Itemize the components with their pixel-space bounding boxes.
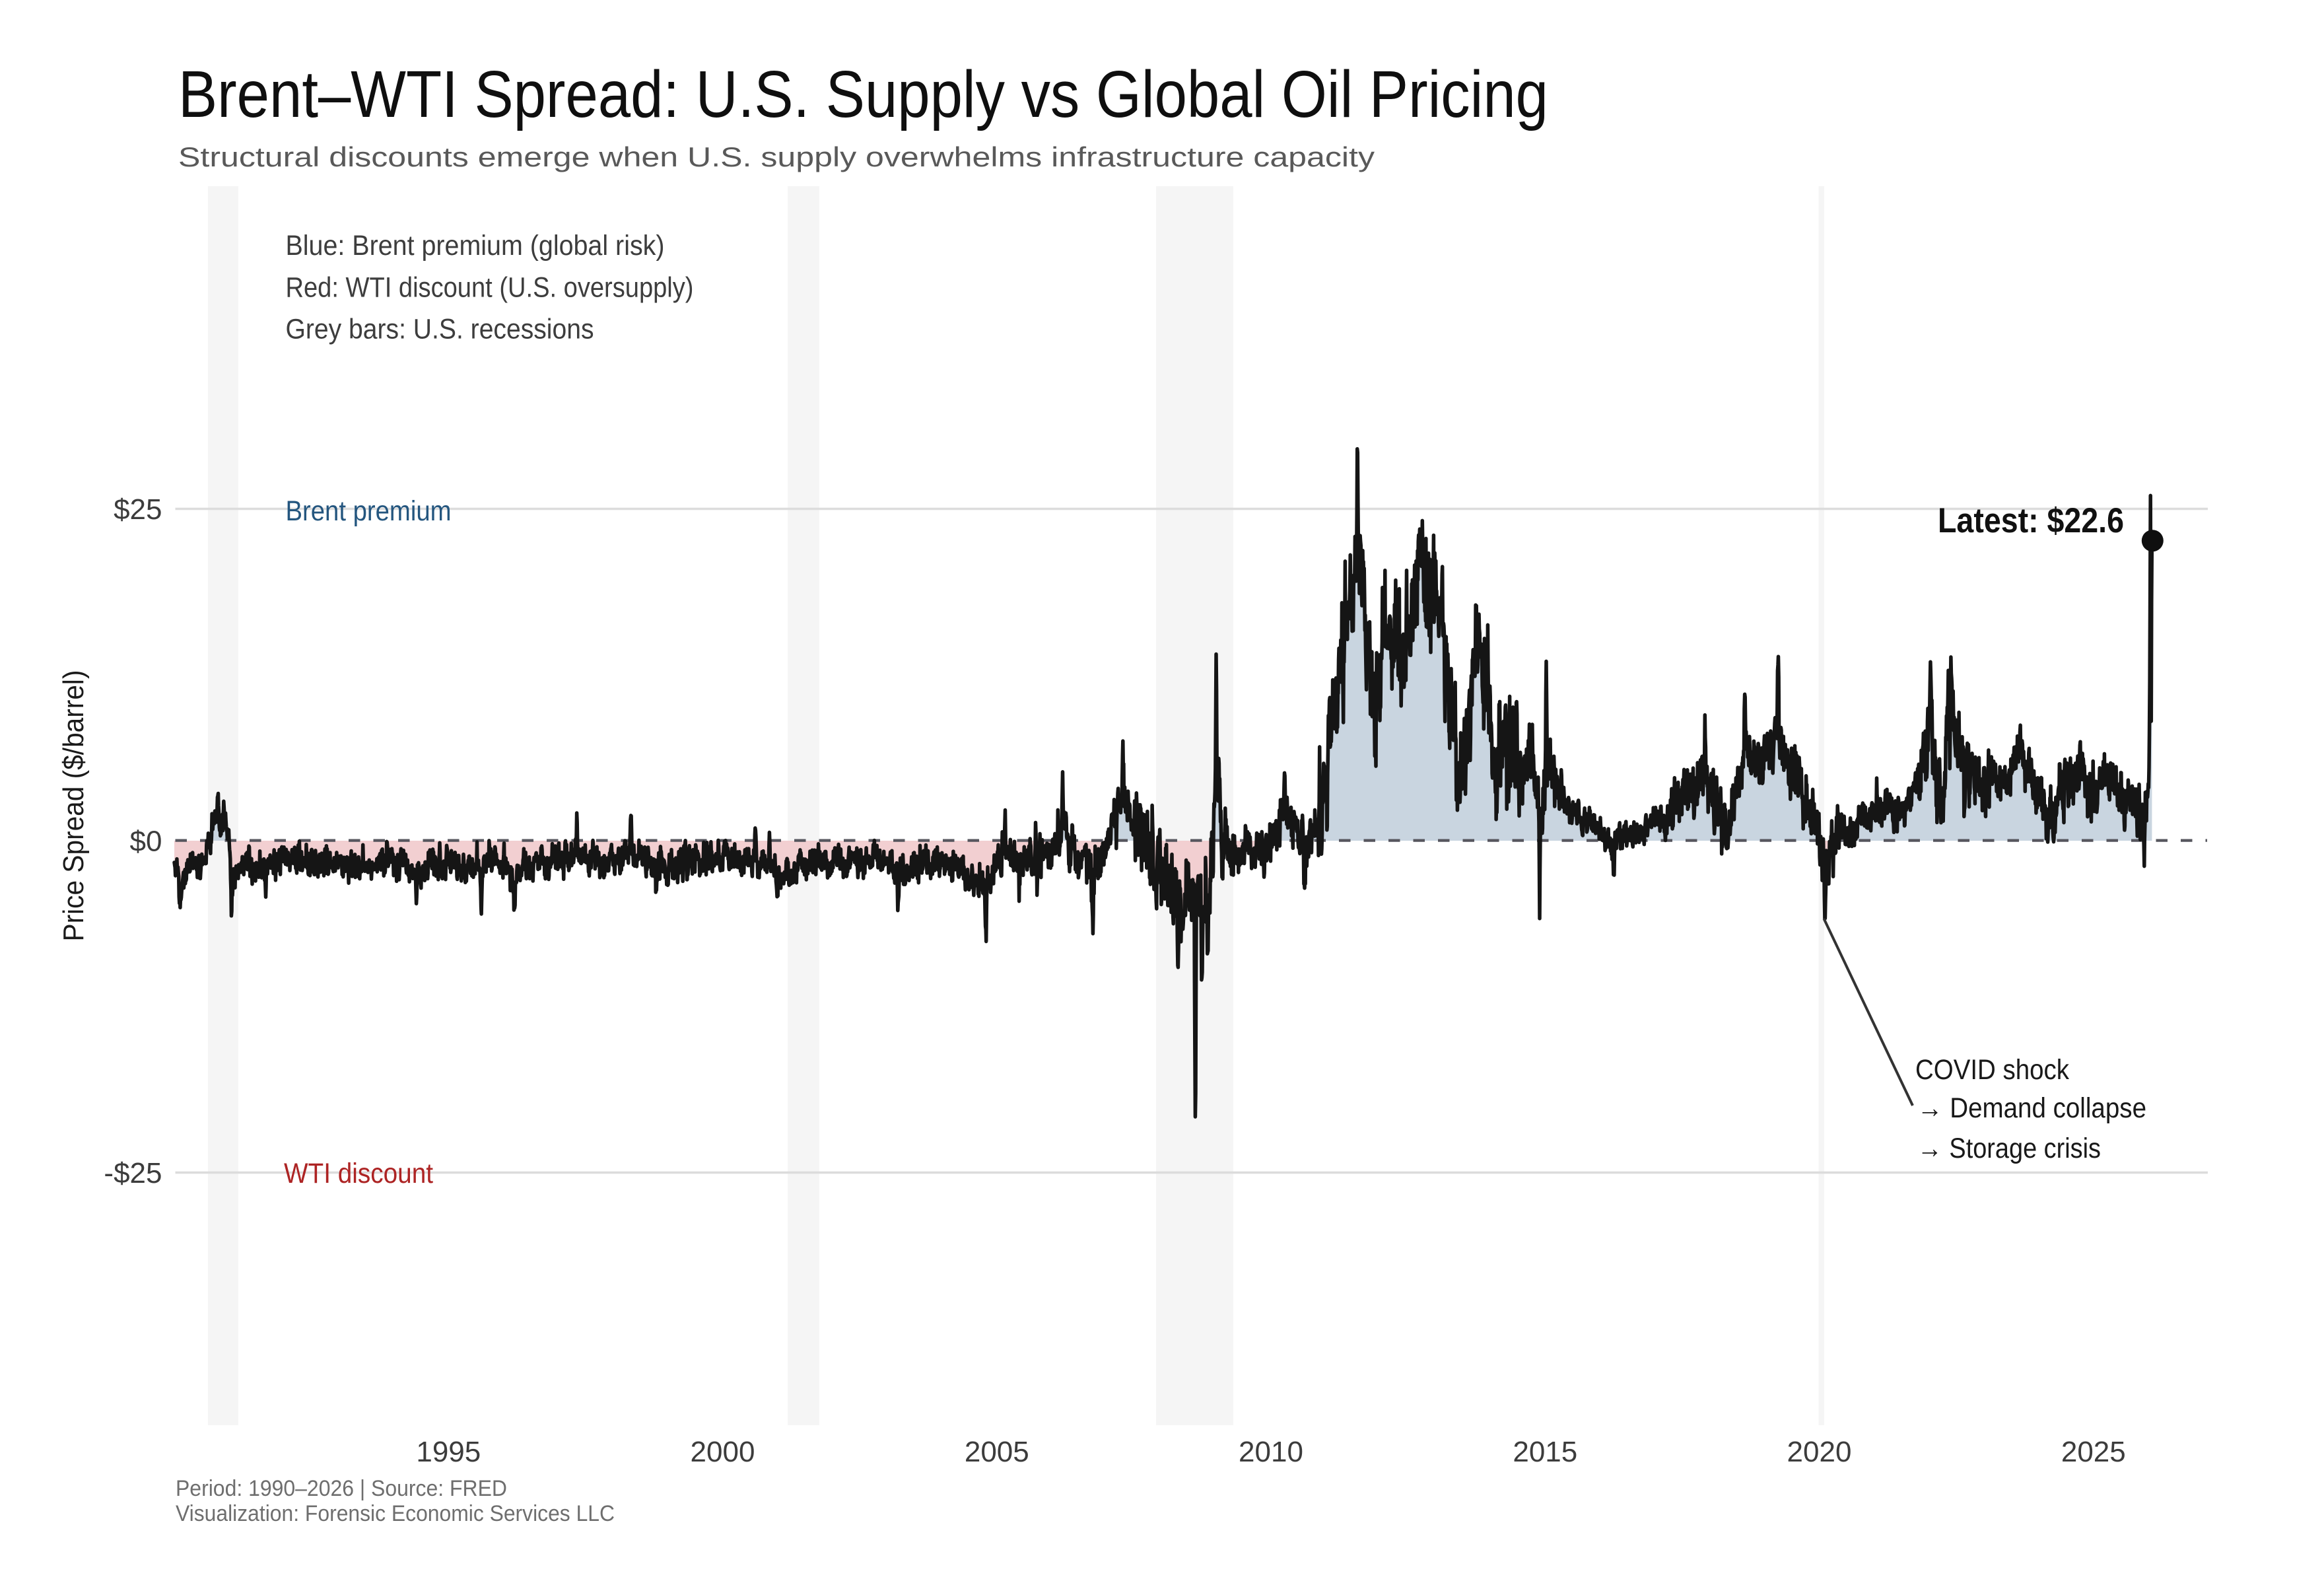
svg-text:Visualization: Forensic Econom: Visualization: Forensic Economic Service… <box>176 1501 615 1526</box>
svg-text:2020: 2020 <box>1787 1436 1852 1468</box>
svg-text:2025: 2025 <box>2061 1436 2126 1468</box>
svg-text:2005: 2005 <box>965 1436 1029 1468</box>
svg-text:Brent–WTI Spread: U.S. Supply: Brent–WTI Spread: U.S. Supply vs Global … <box>178 57 1548 131</box>
svg-text:Brent premium: Brent premium <box>286 495 452 527</box>
svg-text:COVID shock: COVID shock <box>1915 1055 2070 1086</box>
svg-text:Grey bars: U.S. recessions: Grey bars: U.S. recessions <box>286 314 594 345</box>
svg-text:2010: 2010 <box>1239 1436 1303 1468</box>
svg-text:WTI discount: WTI discount <box>284 1158 433 1189</box>
svg-text:→ Demand collapse: → Demand collapse <box>1917 1093 2146 1124</box>
svg-text:Red: WTI discount (U.S. oversu: Red: WTI discount (U.S. oversupply) <box>286 272 694 304</box>
svg-text:→ Storage crisis: → Storage crisis <box>1917 1133 2101 1164</box>
svg-text:Period: 1990–2026 | Source: FR: Period: 1990–2026 | Source: FRED <box>176 1476 507 1501</box>
svg-text:-$25: -$25 <box>104 1157 162 1189</box>
svg-text:$0: $0 <box>130 826 162 858</box>
svg-text:2000: 2000 <box>691 1436 755 1468</box>
svg-text:Price Spread ($/barrel): Price Spread ($/barrel) <box>57 670 90 942</box>
svg-text:Blue: Brent premium (global ri: Blue: Brent premium (global risk) <box>286 230 665 262</box>
svg-text:Latest: $22.6: Latest: $22.6 <box>1938 501 2124 540</box>
svg-text:1995: 1995 <box>416 1436 481 1468</box>
svg-text:2015: 2015 <box>1513 1436 1577 1468</box>
svg-text:Structural discounts emerge wh: Structural discounts emerge when U.S. su… <box>178 141 1375 172</box>
svg-text:$25: $25 <box>114 493 162 526</box>
